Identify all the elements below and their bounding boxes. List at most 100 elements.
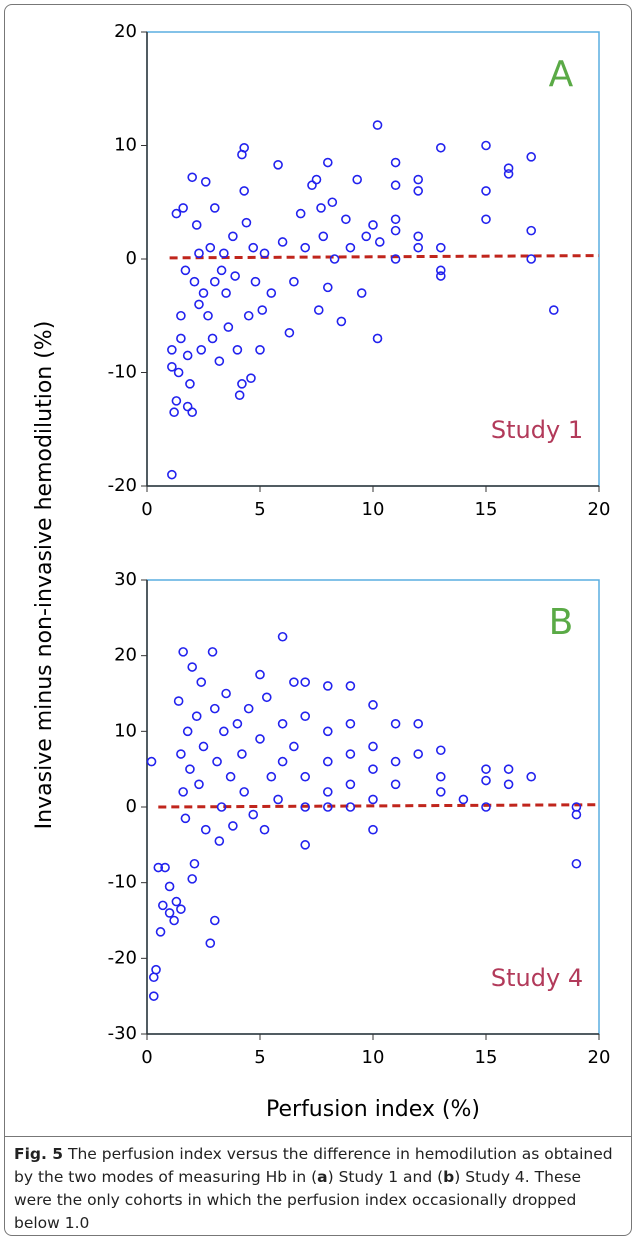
point [336, 316, 347, 327]
point [503, 163, 514, 173]
point [198, 741, 209, 752]
point [255, 344, 265, 355]
point [322, 282, 333, 293]
point [322, 802, 333, 812]
point [311, 174, 322, 185]
reference-line [158, 803, 600, 809]
point [277, 631, 288, 642]
panel-label: A [549, 54, 574, 95]
point [322, 726, 333, 737]
figure-frame [4, 4, 632, 1236]
point [200, 824, 211, 835]
point [196, 344, 207, 355]
point [160, 862, 170, 873]
point [300, 242, 311, 253]
point [322, 157, 333, 168]
point [300, 771, 311, 782]
point [322, 787, 333, 797]
point [390, 180, 401, 191]
point [169, 407, 179, 418]
point [435, 271, 446, 281]
point [257, 305, 268, 315]
point [176, 749, 186, 759]
x-tick-label: 15 [475, 1047, 498, 1068]
point [413, 231, 424, 242]
point [481, 186, 491, 196]
caption-text: b [443, 1168, 455, 1186]
point [361, 231, 372, 242]
point [390, 214, 401, 225]
y-tick-label: 0 [126, 796, 137, 817]
point [277, 237, 288, 247]
point [225, 771, 236, 782]
caption: Fig. 5 The perfusion index versus the di… [4, 1136, 632, 1236]
point [243, 703, 254, 714]
x-tick-label: 10 [362, 499, 385, 520]
point [345, 749, 356, 759]
point [239, 186, 249, 196]
point [250, 276, 261, 287]
y-tick-label: -20 [108, 947, 137, 968]
point [435, 242, 446, 253]
point [185, 764, 195, 774]
point [239, 787, 249, 797]
point [232, 344, 243, 355]
point [239, 142, 249, 153]
point [178, 203, 188, 213]
caption-label: Fig. 5 [14, 1145, 64, 1163]
point [155, 927, 166, 937]
point [182, 726, 193, 737]
y-tick-label: -30 [108, 1023, 137, 1044]
point [187, 662, 197, 672]
point [169, 915, 179, 926]
point [322, 681, 333, 691]
point [413, 174, 424, 185]
point [526, 771, 537, 782]
point [413, 718, 424, 729]
caption-text: ) Study 1 and ( [327, 1168, 444, 1186]
point [176, 904, 186, 914]
point [259, 824, 270, 835]
point [259, 248, 270, 259]
point [390, 157, 401, 168]
point [194, 299, 204, 310]
point [266, 771, 277, 782]
point [390, 254, 401, 264]
point [210, 915, 220, 926]
point [435, 745, 446, 756]
point [435, 142, 446, 153]
point [295, 208, 306, 219]
point [273, 159, 283, 170]
caption-text: ) Study 4. These were the only cohorts i… [14, 1168, 582, 1232]
point [198, 288, 209, 298]
point [241, 217, 252, 228]
point [243, 310, 254, 321]
point [207, 333, 218, 344]
point [214, 836, 225, 846]
point [255, 669, 265, 680]
point [223, 322, 234, 332]
point [372, 333, 383, 344]
point [329, 254, 340, 264]
point [503, 779, 514, 790]
point [187, 172, 197, 183]
annotation: Study 4 [491, 964, 583, 992]
point [327, 197, 338, 208]
point [182, 401, 193, 412]
point [345, 242, 356, 253]
point [300, 677, 311, 687]
point [180, 813, 191, 824]
point [167, 362, 177, 372]
x-axis-label: Perfusion index (%) [266, 1097, 480, 1122]
point [191, 220, 202, 230]
point [503, 764, 514, 774]
point [345, 718, 356, 729]
x-tick-label: 0 [141, 1047, 152, 1068]
point [526, 225, 537, 236]
point [458, 794, 469, 805]
point [289, 677, 299, 687]
x-tick-label: 0 [141, 499, 152, 520]
point [164, 881, 175, 892]
point [352, 174, 362, 185]
point [171, 396, 182, 406]
